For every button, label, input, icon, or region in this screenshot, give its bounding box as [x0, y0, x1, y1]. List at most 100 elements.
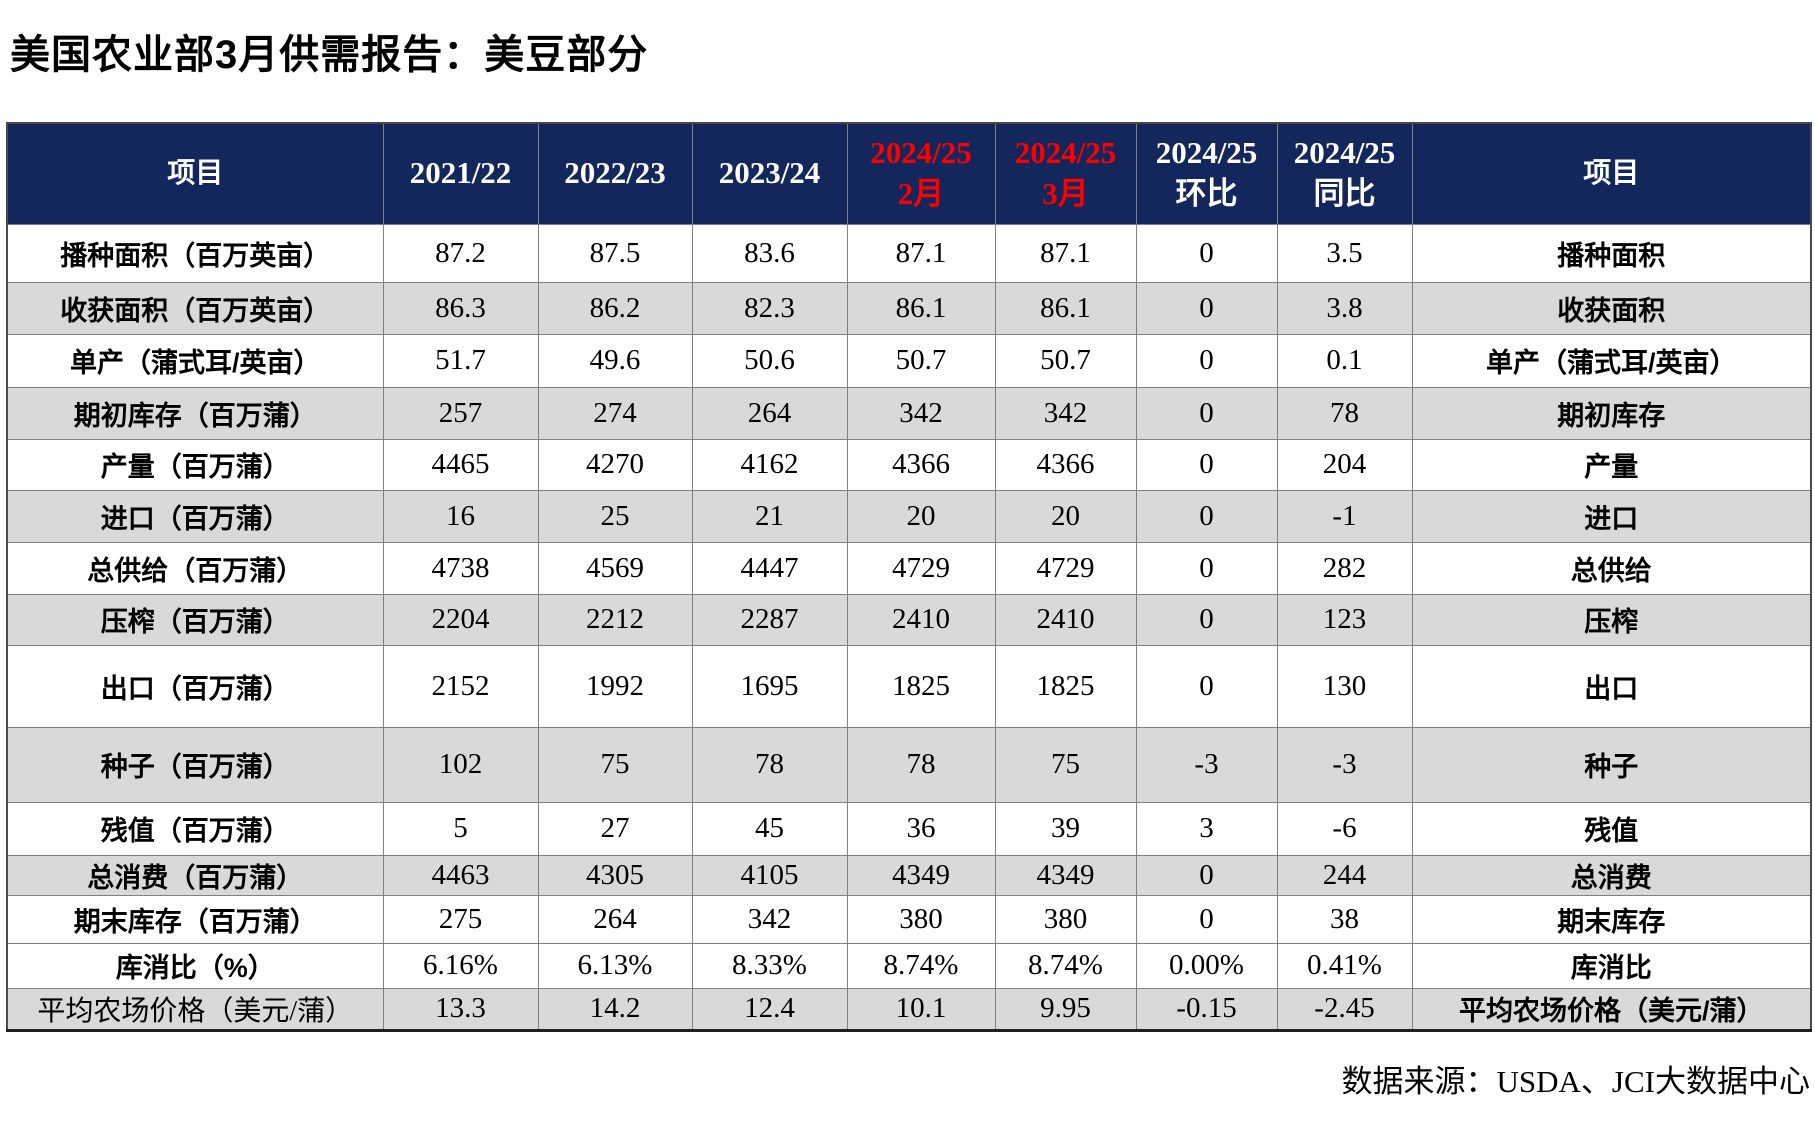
value-cell: 2212 [537, 593, 693, 646]
value-cell: 45 [691, 801, 848, 856]
value-cell: 4729 [994, 541, 1137, 595]
value-cell: 49.6 [537, 333, 693, 388]
value-cell: 4366 [994, 438, 1137, 491]
row-label-right: 进口 [1411, 489, 1812, 543]
value-cell: 264 [537, 894, 693, 944]
value-cell: 257 [382, 386, 539, 440]
value-cell: 204 [1276, 438, 1413, 491]
table-row: 期末库存（百万蒲） 275 264 342 380 380 0 38 期末库存 [6, 894, 1812, 944]
value-cell: 2410 [846, 593, 996, 646]
value-cell: 4270 [537, 438, 693, 491]
column-header-5: 2024/25 3月 [994, 122, 1137, 225]
table-row: 出口（百万蒲） 2152 1992 1695 1825 1825 0 130 出口 [6, 644, 1812, 728]
row-label-right: 总消费 [1411, 854, 1812, 896]
value-cell: 50.7 [846, 333, 996, 388]
value-cell: 21 [691, 489, 848, 543]
value-cell: 380 [994, 894, 1137, 944]
row-label-left: 库消比（%） [6, 942, 384, 989]
value-cell: 1695 [691, 644, 848, 728]
column-header-7: 2024/25 同比 [1276, 122, 1413, 225]
row-label-left: 压榨（百万蒲） [6, 593, 384, 646]
value-cell: 4105 [691, 854, 848, 896]
value-cell: 36 [846, 801, 996, 856]
value-cell: 82.3 [691, 281, 848, 335]
column-header-subtext: 同比 [1313, 175, 1376, 211]
row-label-left: 播种面积（百万英亩） [6, 223, 384, 283]
value-cell: 87.2 [382, 223, 539, 283]
table-row: 总供给（百万蒲） 4738 4569 4447 4729 4729 0 282 总供给 [6, 541, 1812, 595]
table-row: 种子（百万蒲） 102 75 78 78 75 -3 -3 种子 [6, 726, 1812, 803]
table-header-row: 项目 2021/22 2022/23 2023/24 2024/25 2月 2024/25 3… [6, 122, 1812, 225]
row-label-right: 播种面积 [1411, 223, 1812, 283]
row-label-right: 总供给 [1411, 541, 1812, 595]
value-cell: 50.7 [994, 333, 1137, 388]
value-cell: 342 [994, 386, 1137, 440]
column-header-text: 2023/24 [718, 155, 821, 191]
value-cell: 2204 [382, 593, 539, 646]
row-label-left: 总供给（百万蒲） [6, 541, 384, 595]
value-cell: 4463 [382, 854, 539, 896]
row-label-right: 压榨 [1411, 593, 1812, 646]
value-cell: 8.74% [846, 942, 996, 989]
row-label-left: 收获面积（百万英亩） [6, 281, 384, 335]
value-cell: 25 [537, 489, 693, 543]
value-cell: 0.00% [1135, 942, 1278, 989]
value-cell: 6.16% [382, 942, 539, 989]
value-cell: 78 [691, 726, 848, 803]
column-header-text: 项目 [167, 157, 224, 189]
table-row: 残值（百万蒲） 5 27 45 36 39 3 -6 残值 [6, 801, 1812, 856]
row-label-left: 期末库存（百万蒲） [6, 894, 384, 944]
column-header-item: 项目 [1411, 122, 1812, 225]
value-cell: -1 [1276, 489, 1413, 543]
column-header-subtext: 2月 [897, 175, 945, 211]
value-cell: 1825 [994, 644, 1137, 728]
value-cell: 4729 [846, 541, 996, 595]
value-cell: 275 [382, 894, 539, 944]
table-row: 产量（百万蒲） 4465 4270 4162 4366 4366 0 204 产量 [6, 438, 1812, 491]
value-cell: 39 [994, 801, 1137, 856]
table-row: 收获面积（百万英亩） 86.3 86.2 82.3 86.1 86.1 0 3.8 收获面积 [6, 281, 1812, 335]
value-cell: 4349 [994, 854, 1137, 896]
value-cell: 75 [537, 726, 693, 803]
row-label-right: 期末库存 [1411, 894, 1812, 944]
value-cell: -3 [1276, 726, 1413, 803]
value-cell: 0 [1135, 333, 1278, 388]
value-cell: 3.5 [1276, 223, 1413, 283]
value-cell: 0 [1135, 281, 1278, 335]
row-label-right: 残值 [1411, 801, 1812, 856]
table-row: 期初库存（百万蒲） 257 274 264 342 342 0 78 期初库存 [6, 386, 1812, 440]
row-label-left: 进口（百万蒲） [6, 489, 384, 543]
value-cell: 0.1 [1276, 333, 1413, 388]
row-label-left: 单产（蒲式耳/英亩） [6, 333, 384, 388]
value-cell: 10.1 [846, 987, 996, 1031]
column-header-text: 2024/25 [1014, 134, 1117, 170]
value-cell: 78 [846, 726, 996, 803]
value-cell: 12.4 [691, 987, 848, 1031]
value-cell: 6.13% [537, 942, 693, 989]
value-cell: 16 [382, 489, 539, 543]
value-cell: 1825 [846, 644, 996, 728]
value-cell: 83.6 [691, 223, 848, 283]
row-label-right: 收获面积 [1411, 281, 1812, 335]
row-label-right: 单产（蒲式耳/英亩） [1411, 333, 1812, 388]
column-header-text: 项目 [1583, 157, 1640, 189]
value-cell: 0.41% [1276, 942, 1413, 989]
row-label-right: 期初库存 [1411, 386, 1812, 440]
value-cell: -2.45 [1276, 987, 1413, 1031]
value-cell: 86.1 [994, 281, 1137, 335]
value-cell: 3.8 [1276, 281, 1413, 335]
value-cell: 75 [994, 726, 1137, 803]
value-cell: 0 [1135, 223, 1278, 283]
value-cell: 2152 [382, 644, 539, 728]
value-cell: 282 [1276, 541, 1413, 595]
value-cell: 0 [1135, 386, 1278, 440]
table-row: 单产（蒲式耳/英亩） 51.7 49.6 50.6 50.7 50.7 0 0.1 单产（蒲式耳… [6, 333, 1812, 388]
table-row: 平均农场价格（美元/蒲） 13.3 14.2 12.4 10.1 9.95 -0.15 -2.… [6, 987, 1812, 1031]
value-cell: 20 [846, 489, 996, 543]
value-cell: 2410 [994, 593, 1137, 646]
value-cell: 86.1 [846, 281, 996, 335]
value-cell: 1992 [537, 644, 693, 728]
value-cell: -0.15 [1135, 987, 1278, 1031]
value-cell: 87.1 [994, 223, 1137, 283]
value-cell: 78 [1276, 386, 1413, 440]
